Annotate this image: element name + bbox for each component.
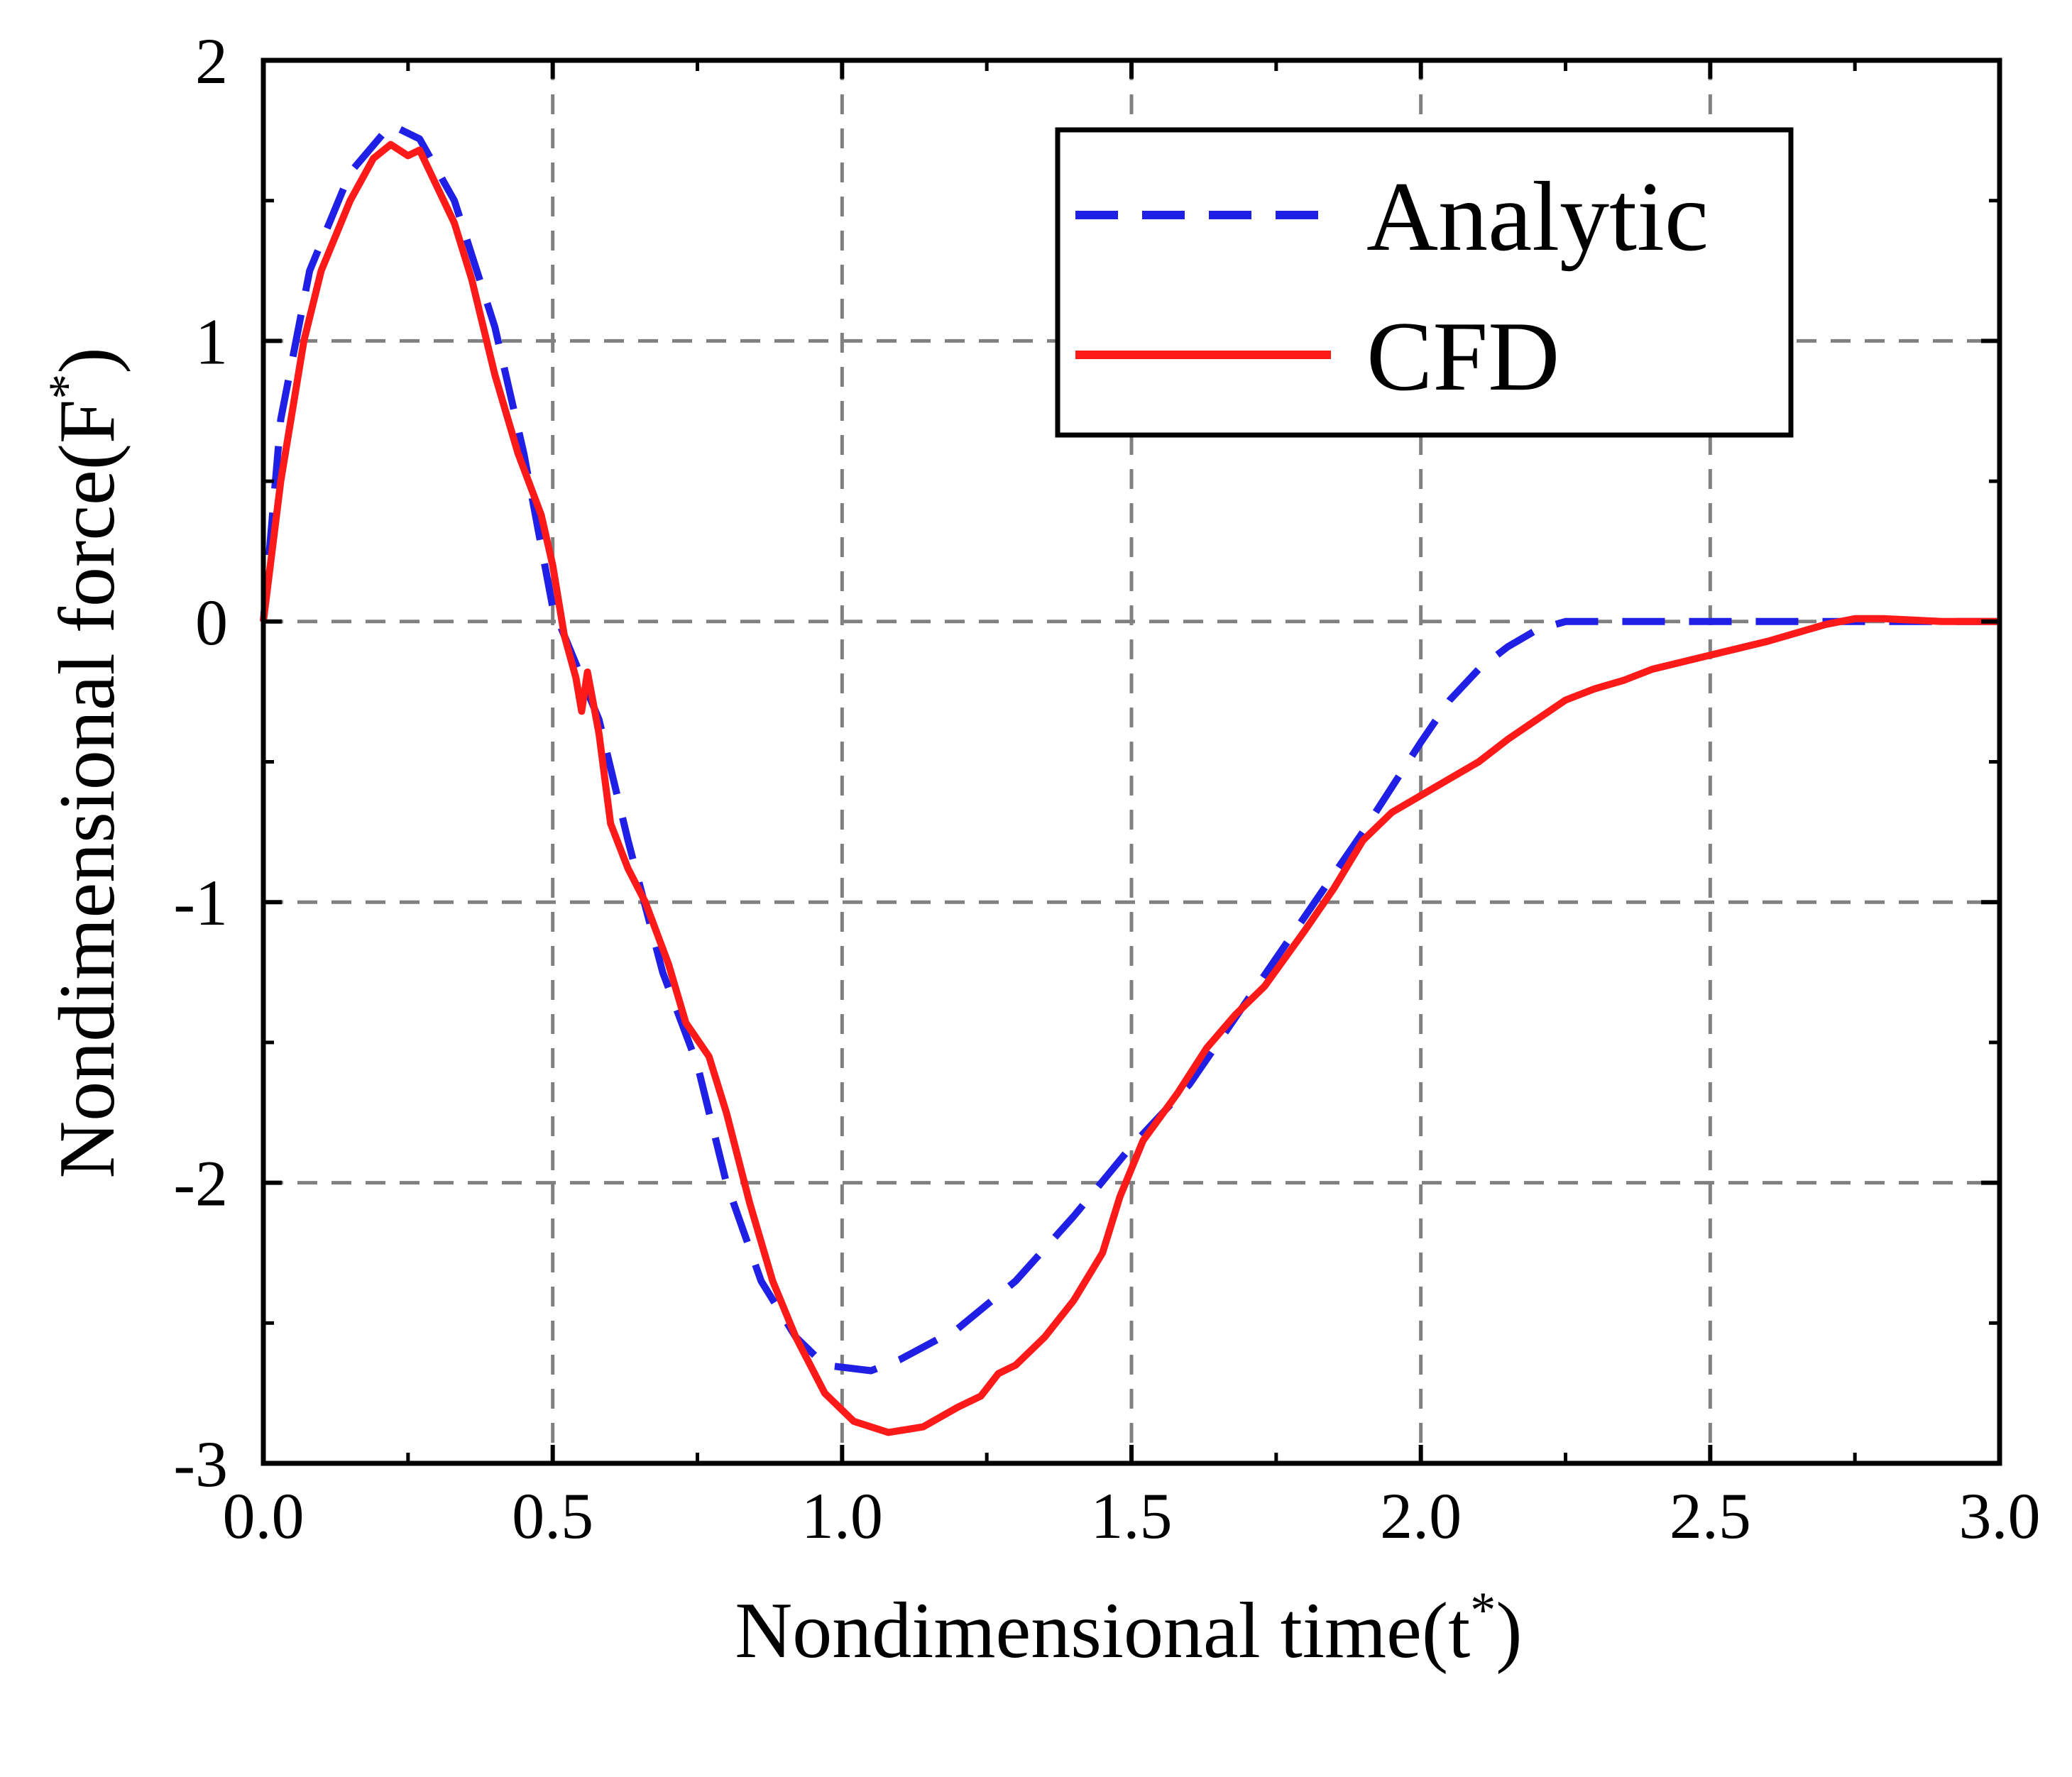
x-axis-title: Nondimensional time(t*)	[735, 1582, 1522, 1675]
x-tick-label: 1.0	[801, 1480, 883, 1552]
x-axis-title-close: )	[1496, 1587, 1522, 1675]
y-tick-label: -3	[173, 1428, 228, 1500]
legend-label-cfd: CFD	[1366, 302, 1560, 412]
y-axis-title-close: )	[43, 347, 131, 373]
x-tick-label: 0.0	[223, 1480, 305, 1552]
x-tick-label: 1.5	[1091, 1480, 1173, 1552]
series-layer	[260, 121, 2000, 1436]
x-axis-title-sup: *	[1470, 1582, 1496, 1639]
x-tick-label: 0.5	[512, 1480, 593, 1552]
x-tick-label: 2.5	[1670, 1480, 1751, 1552]
legend-label-analytic: Analytic	[1366, 162, 1709, 272]
y-tick-label: 1	[195, 305, 228, 378]
y-axis-title-sup: *	[38, 374, 95, 400]
axis-ticks	[261, 58, 2002, 1465]
y-tick-label: 2	[195, 25, 228, 97]
y-tick-label: -1	[173, 867, 228, 939]
tick-labels: 0.0 0.5 1.0 1.5 2.0 2.5 3.0 -3 -2 -1 0 1 2	[173, 25, 2040, 1552]
y-axis-title: Nondimensional force(F*)	[38, 347, 131, 1178]
x-tick-label: 2.0	[1380, 1480, 1462, 1552]
legend-box	[1055, 127, 1794, 438]
legend: Analytic CFD	[1055, 127, 1794, 438]
y-axis-title-text: Nondimensional force(F	[43, 400, 131, 1179]
series-line-cfd	[260, 141, 2000, 1436]
series-line-analytic	[260, 121, 2000, 1375]
y-tick-label: -2	[173, 1148, 228, 1220]
y-tick-label: 0	[195, 586, 228, 659]
x-axis-title-text: Nondimensional time(t	[735, 1587, 1470, 1675]
x-tick-label: 3.0	[1959, 1480, 2041, 1552]
